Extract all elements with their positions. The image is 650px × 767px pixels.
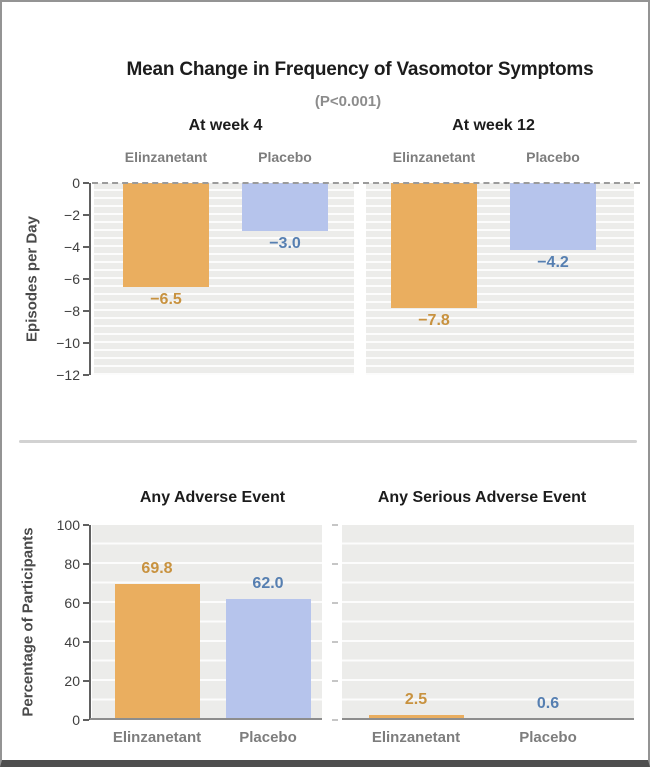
y-tick-label: −2 xyxy=(64,207,80,223)
category-label: Placebo xyxy=(526,149,580,165)
panel-header: At week 12 xyxy=(452,117,535,134)
category-label: Placebo xyxy=(258,149,312,165)
y-tick-label: 60 xyxy=(64,595,80,611)
y-axis-tick xyxy=(83,602,89,604)
y-tick-label: 100 xyxy=(56,517,80,533)
bar xyxy=(123,183,209,287)
y-axis-tick xyxy=(83,641,89,643)
bar xyxy=(391,183,477,308)
y-axis-tick-minor xyxy=(332,602,338,604)
category-label: Elinzanetant xyxy=(112,729,202,746)
x-axis-baseline xyxy=(342,718,634,720)
y-tick-label: −8 xyxy=(64,303,80,319)
bar xyxy=(114,584,200,720)
y-axis-tick xyxy=(83,563,89,565)
y-axis-tick-minor xyxy=(332,563,338,565)
zero-baseline xyxy=(92,182,640,184)
y-axis-tick xyxy=(83,214,89,216)
y-axis-label-percentage: Percentage of Participants xyxy=(19,527,37,717)
bar xyxy=(368,715,464,720)
bar-value-label: −7.8 xyxy=(418,312,450,329)
category-label: Elinzanetant xyxy=(124,149,208,165)
y-axis-tick xyxy=(83,246,89,248)
y-axis-tick xyxy=(83,310,89,312)
y-axis-tick xyxy=(83,342,89,344)
category-label: Placebo xyxy=(239,729,297,746)
y-axis-tick-minor xyxy=(332,680,338,682)
y-axis-tick-minor xyxy=(332,524,338,526)
y-axis-tick-minor xyxy=(332,641,338,643)
bar xyxy=(510,183,596,250)
bar-value-label: 2.5 xyxy=(404,691,428,708)
y-tick-label: −12 xyxy=(56,367,80,383)
y-tick-label: −6 xyxy=(64,271,80,287)
y-axis-tick-minor xyxy=(332,719,338,721)
y-axis-tick xyxy=(83,680,89,682)
y-tick-label: −4 xyxy=(64,239,80,255)
panel-header: At week 4 xyxy=(188,117,263,134)
bar xyxy=(225,599,311,720)
y-tick-label: 40 xyxy=(64,634,80,650)
y-axis-tick xyxy=(83,524,89,526)
category-label: Elinzanetant xyxy=(392,149,476,165)
y-tick-label: 80 xyxy=(64,556,80,572)
bar-value-label: 69.8 xyxy=(141,560,173,577)
chart-title: Mean Change in Frequency of Vasomotor Sy… xyxy=(126,59,594,80)
y-axis-line xyxy=(89,183,91,375)
y-axis-tick xyxy=(83,719,89,721)
bar-value-label: 0.6 xyxy=(536,695,560,712)
y-tick-label: 20 xyxy=(64,673,80,689)
y-axis-label-episodes: Episodes per Day xyxy=(23,216,41,342)
bar xyxy=(242,183,328,231)
category-label: Placebo xyxy=(519,729,577,746)
panel-header: Any Serious Adverse Event xyxy=(377,489,587,506)
x-axis-baseline xyxy=(90,718,322,720)
y-tick-label: −10 xyxy=(56,335,80,351)
y-axis-tick xyxy=(83,374,89,376)
plot-area xyxy=(342,525,634,720)
bar-value-label: −4.2 xyxy=(537,254,569,271)
p-value-annotation: (P<0.001) xyxy=(314,93,382,110)
panel-header: Any Adverse Event xyxy=(139,489,286,506)
y-axis-tick xyxy=(83,278,89,280)
y-tick-label: 0 xyxy=(72,712,80,728)
section-divider xyxy=(19,440,637,443)
y-tick-label: 0 xyxy=(72,175,80,191)
bar-value-label: 62.0 xyxy=(252,575,284,592)
category-label: Elinzanetant xyxy=(371,729,461,746)
y-axis-tick xyxy=(83,182,89,184)
bar-value-label: −6.5 xyxy=(150,291,182,308)
bar-value-label: −3.0 xyxy=(269,235,301,252)
y-axis-line xyxy=(89,525,91,720)
